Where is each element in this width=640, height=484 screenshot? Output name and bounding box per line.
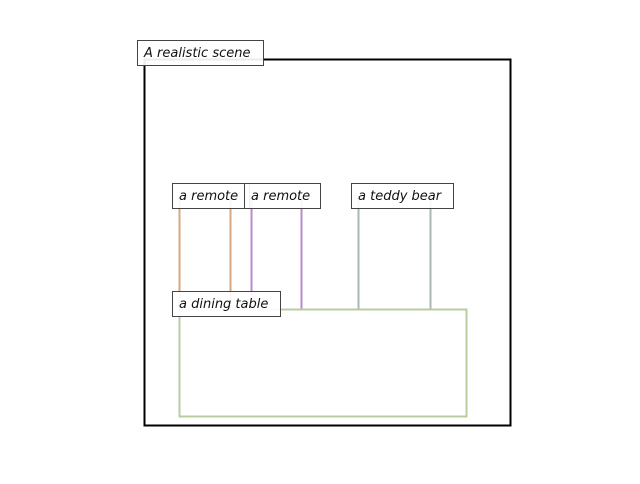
remote-1-box xyxy=(178,197,232,309)
remote-2-box xyxy=(250,197,303,309)
scene-frame xyxy=(143,58,512,427)
remote-1-label: a remote xyxy=(172,183,250,209)
dining-table-label: a dining table xyxy=(172,291,281,317)
teddy-bear-label: a teddy bear xyxy=(351,183,454,209)
dining-table-box xyxy=(178,308,468,418)
scene-title-label: A realistic scene xyxy=(137,40,264,66)
remote-2-label: a remote xyxy=(244,183,321,209)
teddy-bear-box xyxy=(357,197,432,309)
